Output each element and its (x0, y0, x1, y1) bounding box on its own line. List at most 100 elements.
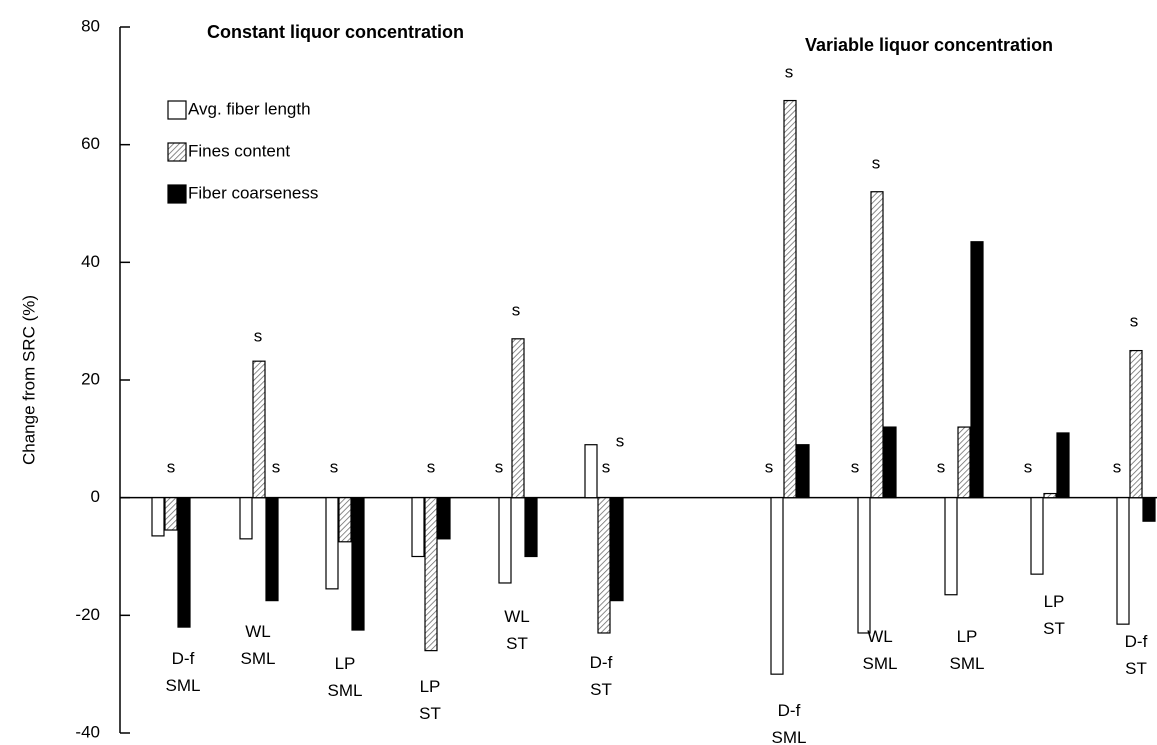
annotation: s (1113, 457, 1122, 476)
bar (498, 497, 512, 584)
bar (944, 497, 958, 596)
annotation: s (512, 300, 521, 319)
bar (957, 426, 971, 499)
bar (610, 497, 624, 602)
x-tick-label-line: D-f (1125, 632, 1148, 651)
bar (524, 497, 538, 558)
x-tick-label-line: LP (1044, 592, 1065, 611)
bar (857, 497, 871, 634)
legend-swatch (167, 100, 187, 120)
x-tick-label: LP SML (950, 627, 985, 673)
x-tick-label-line: WL (245, 622, 271, 641)
x-tick-label-line: SML (772, 728, 807, 745)
x-tick-label-line: ST (419, 704, 441, 723)
annotation: s (872, 153, 881, 172)
bar (177, 497, 191, 628)
annotation: s (330, 457, 339, 476)
x-tick-label-line: LP (420, 677, 441, 696)
y-tick-label: 40 (81, 252, 100, 271)
annotation: s (495, 457, 504, 476)
x-tick-label-line: ST (506, 634, 528, 653)
y-tick-label: 80 (81, 16, 100, 35)
x-tick-label-line: SML (241, 649, 276, 668)
annotation: s (851, 457, 860, 476)
y-tick-label: 0 (91, 487, 100, 506)
legend-swatch (167, 142, 187, 162)
legend-label: Avg. fiber length (188, 99, 311, 118)
bar (325, 497, 339, 590)
x-tick-label: LP ST (419, 677, 441, 723)
x-tick-label-line: LP (335, 654, 356, 673)
bar (870, 191, 884, 499)
x-tick-label-line: ST (1125, 659, 1147, 678)
bar (511, 338, 525, 499)
x-tick-label: D-f SML (166, 649, 201, 695)
bar (252, 360, 266, 499)
group-title: Constant liquor concentration (207, 22, 464, 42)
x-tick-label-line: SML (950, 654, 985, 673)
x-tick-label: WL SML (241, 622, 276, 668)
x-tick-label-line: SML (166, 676, 201, 695)
bar (783, 99, 797, 499)
x-tick-label-line: D-f (172, 649, 195, 668)
group-title: Variable liquor concentration (805, 35, 1053, 55)
bar (239, 497, 253, 540)
x-tick-label-line: WL (867, 627, 893, 646)
bar (164, 497, 178, 531)
y-tick-label: -20 (75, 605, 100, 624)
bar (1030, 497, 1044, 575)
x-tick-label-line: SML (863, 654, 898, 673)
bar (151, 497, 165, 537)
x-tick-label: LP ST (1043, 592, 1065, 638)
bar (584, 444, 598, 499)
bar (411, 497, 425, 558)
x-tick-label: D-f SML (772, 701, 807, 745)
x-tick-label-line: D-f (590, 653, 613, 672)
x-tick-label-line: ST (1043, 619, 1065, 638)
y-axis-label: Change from SRC (%) (19, 295, 38, 465)
bar (1056, 432, 1070, 499)
legend-label: Fines content (188, 141, 290, 160)
annotation: s (167, 457, 176, 476)
bar (970, 241, 984, 499)
y-tick-label: 20 (81, 369, 100, 388)
x-tick-label: D-f ST (590, 653, 613, 699)
x-tick-label: WL ST (504, 607, 530, 653)
bar (770, 497, 784, 675)
annotation: s (785, 62, 794, 81)
x-tick-label-line: D-f (778, 701, 801, 720)
x-tick-label: D-f ST (1125, 632, 1148, 678)
bar (1142, 497, 1156, 522)
bar (1129, 349, 1143, 499)
bar (424, 497, 438, 652)
legend-swatch (167, 184, 187, 204)
bar (338, 497, 352, 543)
bar (265, 497, 279, 602)
annotation: s (272, 457, 281, 476)
x-tick-label-line: LP (957, 627, 978, 646)
annotation: s (937, 457, 946, 476)
y-tick-label: -40 (75, 722, 100, 741)
x-tick-label: WL SML (863, 627, 898, 673)
annotation: s (1130, 311, 1139, 330)
bar (796, 444, 810, 499)
annotation: s (427, 457, 436, 476)
bar (597, 497, 611, 634)
x-tick-label: LP SML (328, 654, 363, 700)
annotation: s (616, 431, 625, 450)
bar (1116, 497, 1130, 625)
bar (351, 497, 365, 631)
annotation: s (254, 326, 263, 345)
bar (1043, 492, 1057, 499)
bar (437, 497, 451, 540)
annotation: s (1024, 457, 1033, 476)
annotation: s (602, 457, 611, 476)
annotation: s (765, 457, 774, 476)
legend-label: Fiber coarseness (188, 183, 318, 202)
y-tick-label: 60 (81, 134, 100, 153)
x-tick-label-line: WL (504, 607, 530, 626)
bar (883, 426, 897, 499)
x-tick-label-line: SML (328, 681, 363, 700)
x-tick-label-line: ST (590, 680, 612, 699)
